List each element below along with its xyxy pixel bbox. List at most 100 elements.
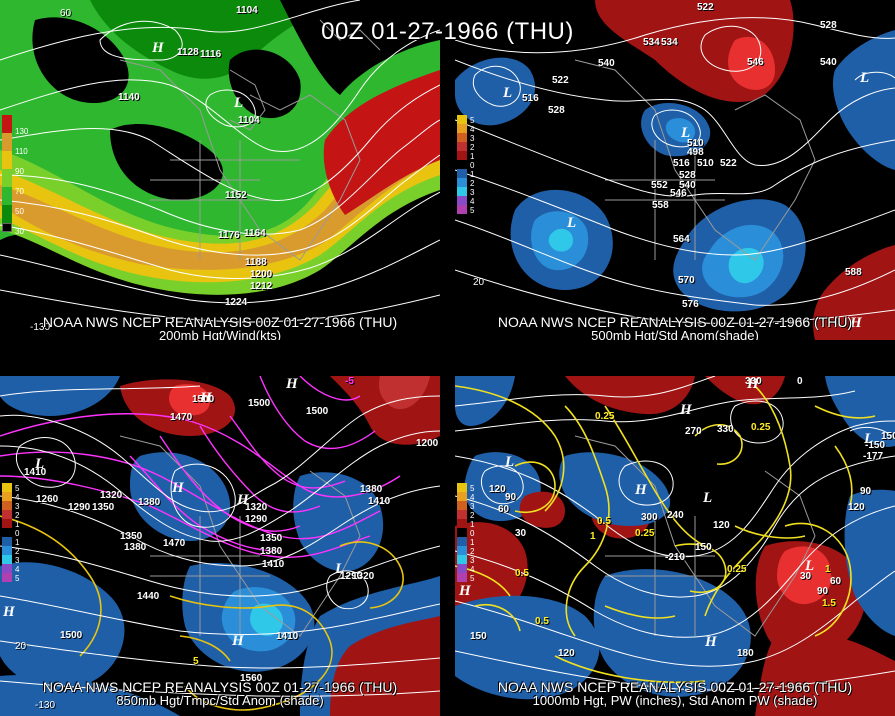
- legend-label: 70: [15, 187, 24, 196]
- contour-label: 1350: [260, 533, 283, 544]
- pressure-center-high: H: [459, 583, 471, 599]
- contour-label: 1380: [124, 542, 147, 553]
- contour-label: -177: [863, 451, 884, 462]
- contour-label: 516: [673, 158, 690, 169]
- grid-label: -130: [35, 700, 56, 711]
- legend-label: 3: [470, 188, 475, 197]
- contour-label: 1500: [60, 630, 83, 641]
- pressure-center-high: H: [635, 482, 647, 498]
- contour-label: 1410: [368, 496, 391, 507]
- contour-label: 240: [667, 510, 684, 521]
- panel-500mb: 5 4 3 2 1 0 1 2 3 4 5 522 534 540 546 52…: [455, 0, 895, 340]
- pressure-center-high: H: [680, 402, 692, 418]
- contour-label: 570: [678, 275, 695, 286]
- contour-label: 1128: [177, 47, 199, 58]
- contour-label: 1224: [225, 297, 248, 308]
- contour-label: 90: [860, 486, 872, 497]
- pressure-center-low: L: [505, 454, 515, 470]
- pressure-center-low: L: [864, 431, 874, 447]
- pressure-center-high: H: [286, 376, 298, 392]
- pw-label: 1.5: [822, 598, 836, 609]
- contour-label: 534: [643, 37, 660, 48]
- grid-label: 20: [473, 277, 485, 288]
- contour-label: 540: [598, 58, 615, 69]
- legend-850mb: 5 4 3 2 1 0 1 2 3 4 5: [2, 483, 19, 583]
- legend-1000mb: 5 4 3 2 1 0 1 2 3 4 5: [457, 483, 474, 583]
- legend-500mb: 5 4 3 2 1 0 1 2 3 4 5: [457, 115, 474, 215]
- legend-label: 3: [15, 556, 20, 565]
- pw-label: 0.5: [535, 616, 549, 627]
- contour-label: 516: [522, 93, 539, 104]
- map-500mb: [455, 0, 895, 340]
- legend-label: 4: [15, 493, 20, 502]
- map-850mb: [0, 376, 440, 716]
- legend-label: 90: [15, 167, 24, 176]
- contour-label: 1104: [238, 115, 260, 126]
- contour-label: 546: [670, 188, 687, 199]
- contour-label: 1320: [100, 490, 123, 501]
- caption-line2: 500mb Hgt/Std Anom(shade): [591, 328, 759, 341]
- pressure-center-low: L: [503, 85, 513, 101]
- contour-label: 270: [685, 426, 702, 437]
- caption-line2: 850mb Hgt/Tmpc/Std Anom (shade): [116, 693, 324, 708]
- legend-label: 4: [470, 565, 475, 574]
- contour-label: 1410: [276, 631, 299, 642]
- contour-label: -210: [665, 552, 686, 563]
- contour-label: 330: [717, 424, 734, 435]
- legend-label: 3: [15, 502, 20, 511]
- contour-label: 1290: [340, 571, 363, 582]
- pw-label: 0.25: [595, 411, 615, 422]
- legend-label: 3: [470, 502, 475, 511]
- legend-label: 3: [470, 134, 475, 143]
- contour-label: 1560: [240, 673, 263, 684]
- legend-label: 2: [470, 547, 475, 556]
- legend-label: 4: [470, 125, 475, 134]
- contour-label: 1500: [248, 398, 271, 409]
- legend-label: 0: [470, 161, 475, 170]
- contour-label: 1200: [416, 438, 439, 449]
- contour-label: 1410: [24, 467, 47, 478]
- legend-label: 4: [15, 565, 20, 574]
- contour-label: 498: [687, 147, 704, 158]
- pressure-center-high: H: [200, 390, 212, 406]
- legend-label: 2: [470, 511, 475, 520]
- map-1000mb: [455, 376, 895, 716]
- contour-label: 522: [720, 158, 737, 169]
- contour-label: 150: [695, 542, 712, 553]
- page-title: 00Z 01-27-1966 (THU): [321, 18, 574, 45]
- caption-line1: NOAA NWS NCEP REANALYSIS 00Z 01-27-1966 …: [497, 679, 853, 695]
- pressure-center-low: L: [860, 70, 870, 86]
- contour-label: 30: [515, 528, 527, 539]
- contour-label: 522: [697, 2, 714, 13]
- contour-label: 564: [673, 234, 690, 245]
- contour-label: 1212: [250, 281, 273, 292]
- legend-label: 5: [470, 206, 475, 215]
- contour-label: 1440: [137, 591, 160, 602]
- panel-200mb: 130 110 90 70 50 30 1104 1128 1116 1140 …: [0, 0, 440, 340]
- contour-label: 1290: [245, 514, 268, 525]
- legend-label: 5: [15, 574, 20, 583]
- contour-label: 1320: [352, 571, 375, 582]
- pressure-center-high: H: [152, 40, 164, 56]
- contour-label: 1470: [163, 538, 186, 549]
- map-200mb: [0, 0, 440, 340]
- caption-line1: NOAA NWS NCEP REANALYSIS 00Z 01-27-1966 …: [42, 679, 398, 695]
- legend-label: 5: [470, 116, 475, 125]
- contour-label: 330: [745, 376, 762, 387]
- contour-label: 534: [661, 37, 678, 48]
- contour-label: 1104: [236, 5, 258, 16]
- contour-label: 150: [470, 631, 487, 642]
- contour-label: 1350: [120, 531, 143, 542]
- contour-label: 90: [817, 586, 829, 597]
- contour-label: 1152: [225, 190, 247, 201]
- legend-label: 4: [470, 197, 475, 206]
- pressure-center-low: L: [703, 490, 713, 506]
- contour-label: 1290: [68, 502, 91, 513]
- contour-label: 1320: [245, 502, 268, 513]
- contour-label: 1164: [244, 228, 266, 239]
- contour-label: 1380: [260, 546, 283, 557]
- legend-label: 5: [470, 574, 475, 583]
- contour-label: 1200: [250, 269, 273, 280]
- legend-label: 50: [15, 207, 24, 216]
